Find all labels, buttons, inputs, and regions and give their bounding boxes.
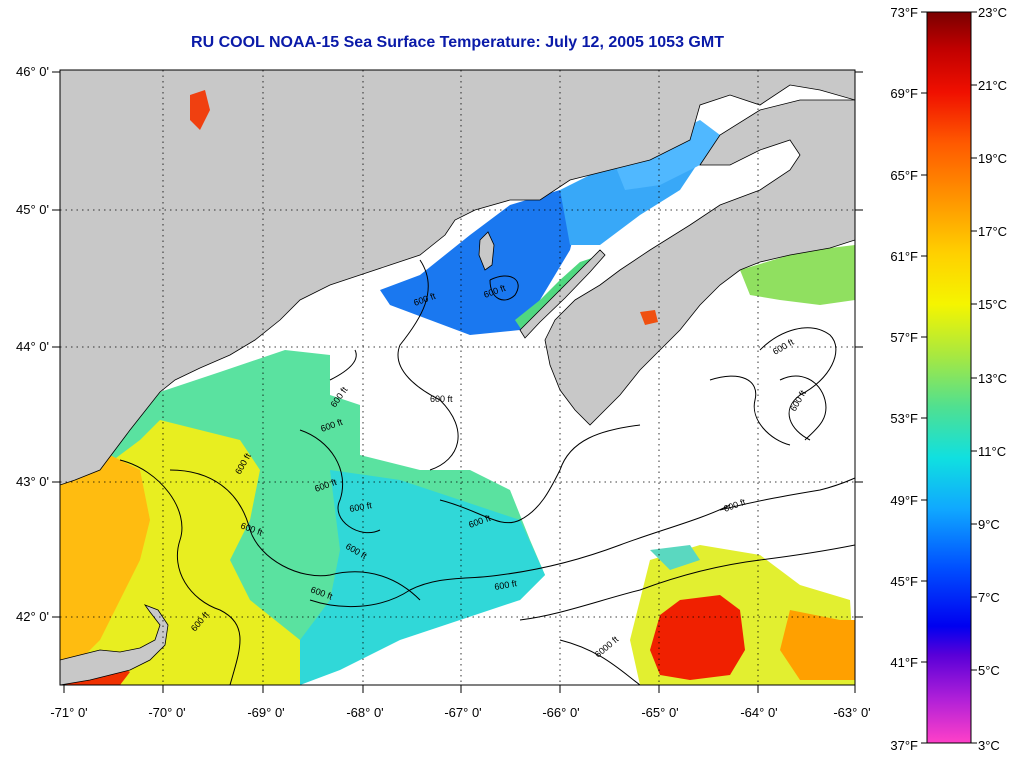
sst-red-east [650,595,745,680]
contour-label-8: 600 ft [349,500,373,514]
cb-f-9: 41°F [890,655,918,670]
sst-small-cyan [650,545,700,570]
cb-c-10: 5°C [978,663,1000,678]
land-island [478,231,495,271]
lon-tick-7: -65° 0' [641,705,678,720]
cb-c-3: 19°C [978,151,1007,166]
lon-tick-6: -66° 0' [542,705,579,720]
map-frame [59,69,856,686]
lat-tick-3: 44° 0' [16,339,49,354]
cb-c-7: 11°C [978,444,1006,459]
sst-green-ns [740,245,855,305]
cb-c-1: 23°C [978,5,1007,20]
sst-blue-ne [615,120,720,190]
cb-f-3: 65°F [890,168,918,183]
lake-warm-1 [190,90,210,130]
land-cape-cod [60,604,169,685]
lat-tick-2: 45° 0' [16,202,49,217]
lat-tick-5: 42° 0' [16,609,49,624]
cb-c-5: 15°C [978,297,1007,312]
cb-f-5: 57°F [890,330,918,345]
lon-tick-8: -64° 0' [740,705,777,720]
bathymetry-contours [119,259,855,685]
cb-c-2: 21°C [978,78,1007,93]
cb-c-4: 17°C [978,224,1007,239]
cb-f-6: 53°F [890,411,918,426]
sst-blue-bay [380,190,580,335]
cb-c-11: 3°C [978,738,1000,753]
lon-tick-5: -67° 0' [444,705,481,720]
land-nova-scotia [544,99,855,426]
sst-orange-east [780,610,855,680]
lon-tick-9: -63° 0' [833,705,870,720]
cb-c-9: 7°C [978,590,1000,605]
cb-c-6: 13°C [978,371,1007,386]
cb-f-4: 61°F [890,249,918,264]
lon-tick-1: -71° 0' [50,705,87,720]
land-north [60,70,855,486]
lake-warm-2 [640,310,658,325]
contour-label-5: 600 ft [430,394,453,404]
map-title: RU COOL NOAA-15 Sea Surface Temperature:… [191,34,724,51]
cb-f-10: 37°F [890,738,918,753]
cb-f-2: 69°F [890,86,918,101]
lon-tick-4: -68° 0' [346,705,383,720]
cb-f-8: 45°F [890,574,918,589]
graticule [60,70,855,685]
sst-orange-coast [60,455,150,660]
cb-f-7: 49°F [890,493,918,508]
lat-tick-1: 46° 0' [16,64,49,79]
cb-c-8: 9°C [978,517,1000,532]
lon-tick-3: -69° 0' [247,705,284,720]
lon-tick-2: -70° 0' [148,705,185,720]
land-digby-neck [519,249,606,339]
lat-tick-4: 43° 0' [16,474,49,489]
colorbar [926,11,972,744]
contour-label-14: 600 ft [494,578,518,592]
cb-f-1: 73°F [890,5,918,20]
